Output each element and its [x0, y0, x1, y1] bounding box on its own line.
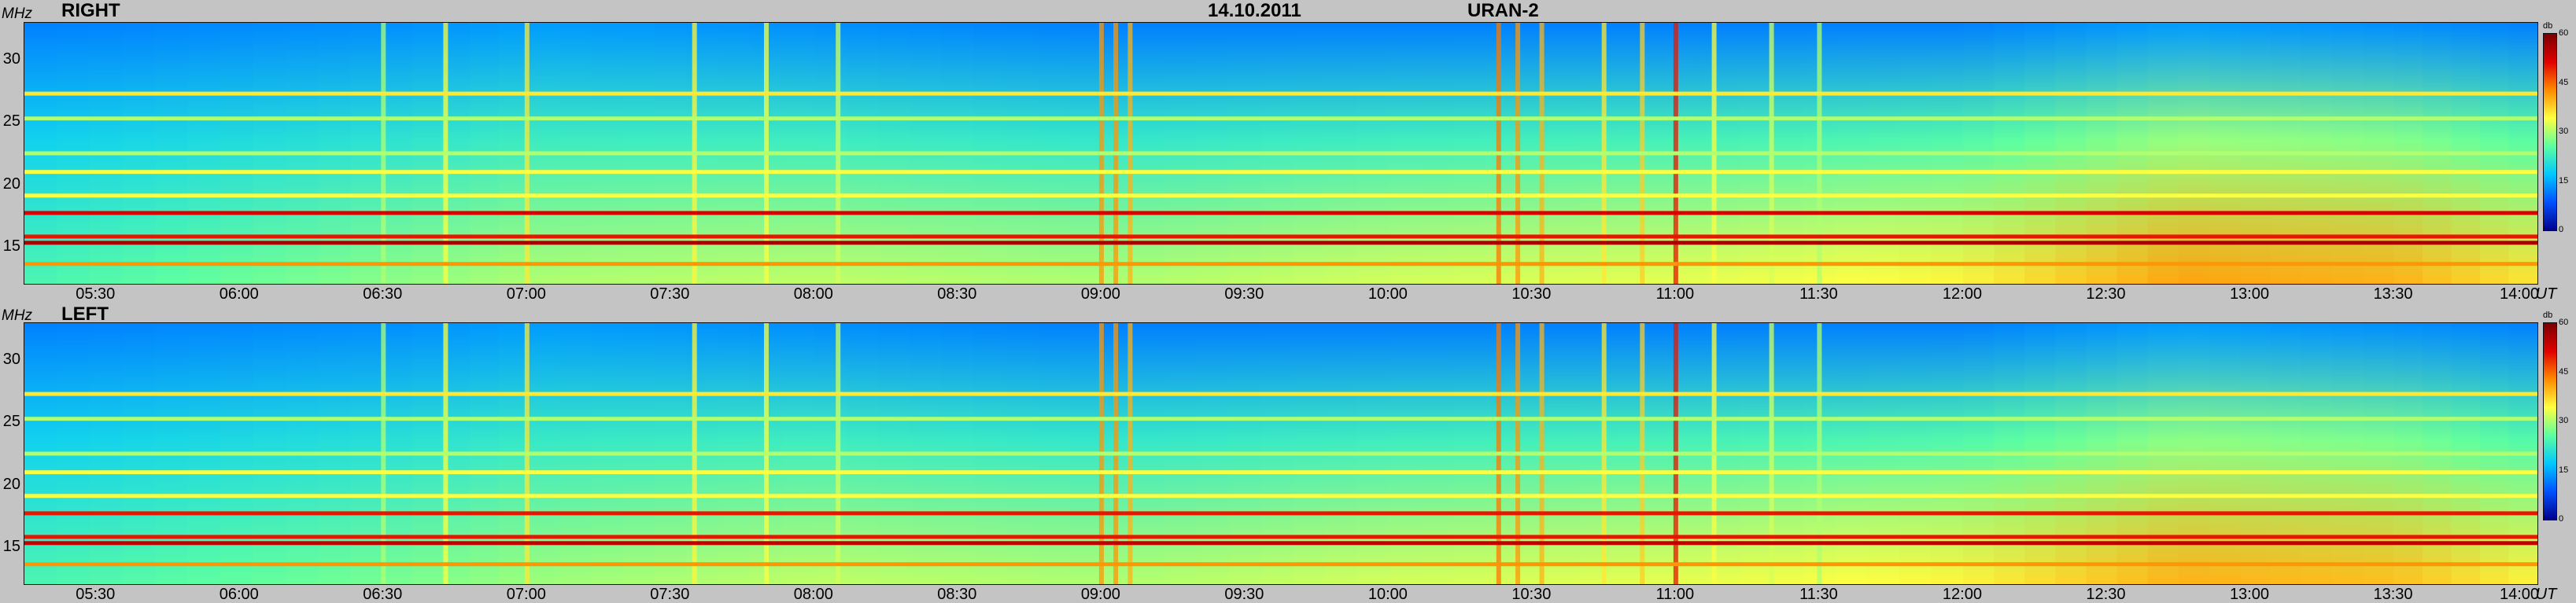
x-tick-label: 07:00 [506, 285, 546, 303]
interference-band [24, 494, 2537, 498]
interference-band [24, 241, 2537, 245]
colorbar-left [2543, 322, 2557, 520]
y-tick-label: 25 [2, 413, 20, 431]
interference-band [24, 234, 2537, 239]
x-tick-label: 10:30 [1511, 285, 1552, 303]
x-tick-label: 06:30 [363, 586, 403, 603]
x-tick-label: 06:00 [219, 285, 259, 303]
x-tick-label: 09:00 [1080, 586, 1120, 603]
x-tick-label: 12:30 [2086, 586, 2126, 603]
colorbar-tick-label: 15 [2559, 175, 2569, 186]
date-label: 14.10.2011 [1208, 0, 1301, 21]
x-tick-label: 07:00 [506, 586, 546, 603]
interference-band [24, 91, 2537, 96]
colorbar-tick-label: 60 [2559, 318, 2569, 327]
x-tick-label: 05:30 [76, 285, 116, 303]
x-tick-label: 08:00 [793, 586, 833, 603]
spectrogram-right [24, 22, 2538, 285]
x-tick-label: 10:00 [1367, 586, 1408, 603]
spectrogram-plot [24, 323, 2537, 584]
colorbar-tick-label: 0 [2559, 225, 2564, 234]
interference-band [24, 151, 2537, 156]
colorbar-tick-label: 15 [2559, 465, 2569, 475]
interference-band [24, 511, 2537, 516]
interference-band [24, 535, 2537, 539]
colorbar-tick-label: 0 [2559, 514, 2564, 524]
x-tick-label: 14:00 [2499, 285, 2540, 303]
colorbar-unit: db [2543, 311, 2553, 320]
x-tick-label: 08:30 [937, 285, 977, 303]
x-tick-label: 08:00 [793, 285, 833, 303]
y-tick-label: 15 [2, 537, 20, 555]
panel-title-right: RIGHT [61, 0, 120, 21]
y-tick-label: 30 [2, 50, 20, 68]
x-tick-label: 09:30 [1224, 285, 1264, 303]
interference-band [24, 116, 2537, 121]
y-tick-label: 25 [2, 112, 20, 131]
x-tick-label: 12:00 [1942, 586, 1982, 603]
panel-title-left: LEFT [61, 303, 109, 325]
interference-band [24, 193, 2537, 198]
colorbar-tick-label: 45 [2559, 366, 2569, 377]
x-tick-label: 11:30 [1799, 586, 1838, 603]
x-tick-label: 07:30 [650, 285, 690, 303]
spectrogram-left [24, 322, 2538, 585]
interference-band [24, 170, 2537, 175]
y-unit-left: MHz [2, 307, 33, 324]
interference-band [24, 541, 2537, 546]
colorbar-tick-label: 30 [2559, 127, 2569, 136]
interference-band [24, 451, 2537, 456]
interference-band [24, 262, 2537, 267]
x-tick-label: 11:00 [1655, 586, 1695, 603]
colorbar-tick-label: 45 [2559, 77, 2569, 87]
x-tick-label: 14:00 [2499, 586, 2540, 603]
colorbar-tick-label: 30 [2559, 416, 2569, 425]
spectrogram-plot [24, 23, 2537, 284]
interference-band [24, 211, 2537, 215]
y-tick-label: 20 [2, 175, 20, 193]
instrument-label: URAN-2 [1467, 0, 1539, 21]
x-tick-label: 13:00 [2229, 285, 2269, 303]
x-tick-label: 09:30 [1224, 586, 1264, 603]
colorbar-tick-label: 60 [2559, 28, 2569, 38]
x-tick-label: 06:30 [363, 285, 403, 303]
x-tick-label: 13:00 [2229, 586, 2269, 603]
x-tick-label: 07:30 [650, 586, 690, 603]
y-unit-right: MHz [2, 6, 33, 22]
x-tick-label: 09:00 [1080, 285, 1120, 303]
x-tick-label: 08:30 [937, 586, 977, 603]
x-unit-label: UT [2535, 285, 2557, 303]
x-tick-label: 10:30 [1511, 586, 1552, 603]
y-tick-label: 30 [2, 351, 20, 369]
y-tick-label: 20 [2, 475, 20, 493]
x-tick-label: 11:00 [1655, 285, 1695, 303]
interference-band [24, 562, 2537, 567]
interference-band [24, 392, 2537, 396]
colorbar-right [2543, 33, 2557, 231]
x-tick-label: 13:30 [2373, 586, 2413, 603]
x-tick-label: 06:00 [219, 586, 259, 603]
x-tick-label: 12:30 [2086, 285, 2126, 303]
x-tick-label: 11:30 [1799, 285, 1838, 303]
x-unit-label: UT [2535, 586, 2557, 603]
colorbar-unit: db [2543, 21, 2553, 31]
x-tick-label: 05:30 [76, 586, 116, 603]
interference-band [24, 417, 2537, 421]
x-tick-label: 12:00 [1942, 285, 1982, 303]
x-tick-label: 13:30 [2373, 285, 2413, 303]
y-tick-label: 15 [2, 237, 20, 255]
interference-band [24, 470, 2537, 475]
x-tick-label: 10:00 [1367, 285, 1408, 303]
